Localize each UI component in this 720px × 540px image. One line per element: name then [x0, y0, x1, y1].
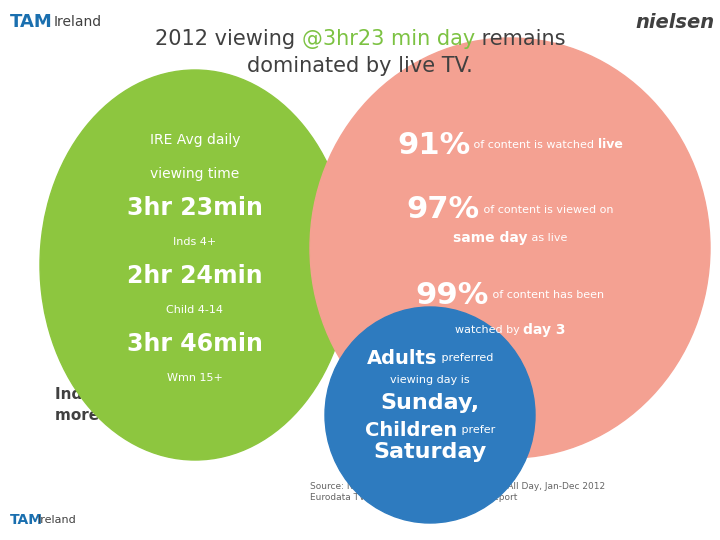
Text: Child 4-14: Child 4-14: [166, 305, 223, 315]
Text: Adults: Adults: [367, 348, 438, 368]
Text: Saturday: Saturday: [374, 442, 487, 462]
Text: Sunday,: Sunday,: [380, 393, 480, 413]
Text: viewing day is: viewing day is: [390, 375, 470, 385]
Text: Ireland: Ireland: [38, 515, 77, 525]
Text: 2hr 24min: 2hr 24min: [127, 264, 263, 288]
Text: remains: remains: [474, 29, 565, 49]
Text: Ireland: Ireland: [54, 15, 102, 29]
Text: viewing time: viewing time: [150, 167, 240, 181]
Text: 3hr 23min: 3hr 23min: [127, 196, 263, 220]
Text: @3hr23 min day: @3hr23 min day: [302, 29, 474, 49]
Text: dominated by live TV.: dominated by live TV.: [247, 56, 473, 76]
Text: Children: Children: [365, 421, 457, 440]
Text: 91%: 91%: [397, 131, 470, 159]
Text: live: live: [598, 138, 623, 152]
Text: preferred: preferred: [438, 353, 493, 363]
Ellipse shape: [325, 307, 535, 523]
Text: of content is viewed on: of content is viewed on: [480, 205, 613, 215]
Text: Wmn 15+: Wmn 15+: [167, 373, 223, 383]
Text: of content has been: of content has been: [489, 290, 604, 300]
Text: 99%: 99%: [415, 280, 489, 309]
Text: Inds 4+: Inds 4+: [174, 237, 217, 247]
Text: as live: as live: [528, 233, 567, 243]
Text: prefer: prefer: [457, 425, 495, 435]
Text: Individuals view for 7 mins
more per day than in 2010: Individuals view for 7 mins more per day…: [55, 387, 285, 423]
Text: IRE Avg daily: IRE Avg daily: [150, 133, 240, 147]
Text: 3hr 46min: 3hr 46min: [127, 332, 263, 356]
Text: of content is watched: of content is watched: [470, 140, 598, 150]
Text: nielsen: nielsen: [635, 12, 714, 31]
Ellipse shape: [40, 70, 350, 460]
Text: 2012 viewing: 2012 viewing: [155, 29, 302, 49]
Text: watched by: watched by: [454, 325, 523, 335]
Text: TAM: TAM: [10, 13, 53, 31]
Text: 97%: 97%: [407, 195, 480, 225]
Text: same day: same day: [453, 231, 528, 245]
Text: TAM: TAM: [10, 513, 43, 527]
Text: Source: Nielsen/TAM(Ireland) Inds Mon-Sun All Day, Jan-Dec 2012
Eurodata TV - On: Source: Nielsen/TAM(Ireland) Inds Mon-Su…: [310, 482, 605, 502]
Ellipse shape: [310, 38, 710, 458]
Text: day 3: day 3: [523, 323, 565, 337]
